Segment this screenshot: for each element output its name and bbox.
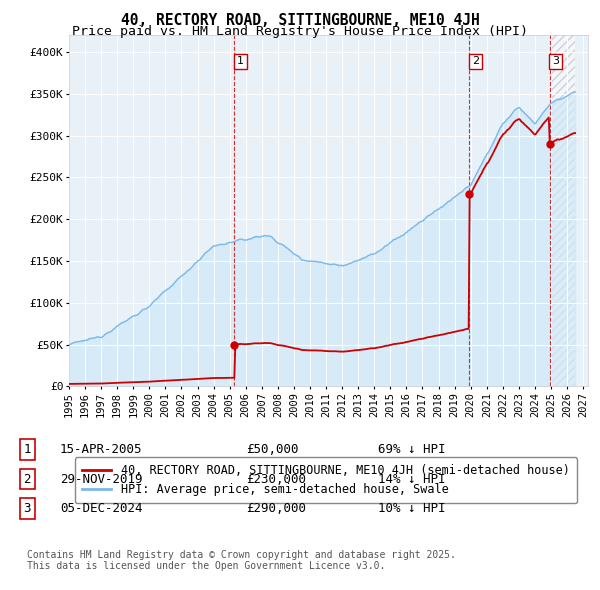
Text: 2: 2 xyxy=(472,56,479,66)
Text: 10% ↓ HPI: 10% ↓ HPI xyxy=(378,502,445,515)
Text: £230,000: £230,000 xyxy=(246,473,306,486)
Text: 3: 3 xyxy=(552,56,559,66)
Text: 14% ↓ HPI: 14% ↓ HPI xyxy=(378,473,445,486)
Text: 40, RECTORY ROAD, SITTINGBOURNE, ME10 4JH: 40, RECTORY ROAD, SITTINGBOURNE, ME10 4J… xyxy=(121,13,479,28)
Text: Contains HM Land Registry data © Crown copyright and database right 2025.
This d: Contains HM Land Registry data © Crown c… xyxy=(27,550,456,572)
Text: Price paid vs. HM Land Registry's House Price Index (HPI): Price paid vs. HM Land Registry's House … xyxy=(72,25,528,38)
Text: 69% ↓ HPI: 69% ↓ HPI xyxy=(378,443,445,456)
Text: 15-APR-2005: 15-APR-2005 xyxy=(60,443,143,456)
Text: 3: 3 xyxy=(23,502,31,515)
Text: 2: 2 xyxy=(23,473,31,486)
Legend: 40, RECTORY ROAD, SITTINGBOURNE, ME10 4JH (semi-detached house), HPI: Average pr: 40, RECTORY ROAD, SITTINGBOURNE, ME10 4J… xyxy=(75,457,577,503)
Text: 05-DEC-2024: 05-DEC-2024 xyxy=(60,502,143,515)
Text: £50,000: £50,000 xyxy=(246,443,299,456)
Text: £290,000: £290,000 xyxy=(246,502,306,515)
Text: 1: 1 xyxy=(237,56,244,66)
Text: 1: 1 xyxy=(23,443,31,456)
Text: 29-NOV-2019: 29-NOV-2019 xyxy=(60,473,143,486)
